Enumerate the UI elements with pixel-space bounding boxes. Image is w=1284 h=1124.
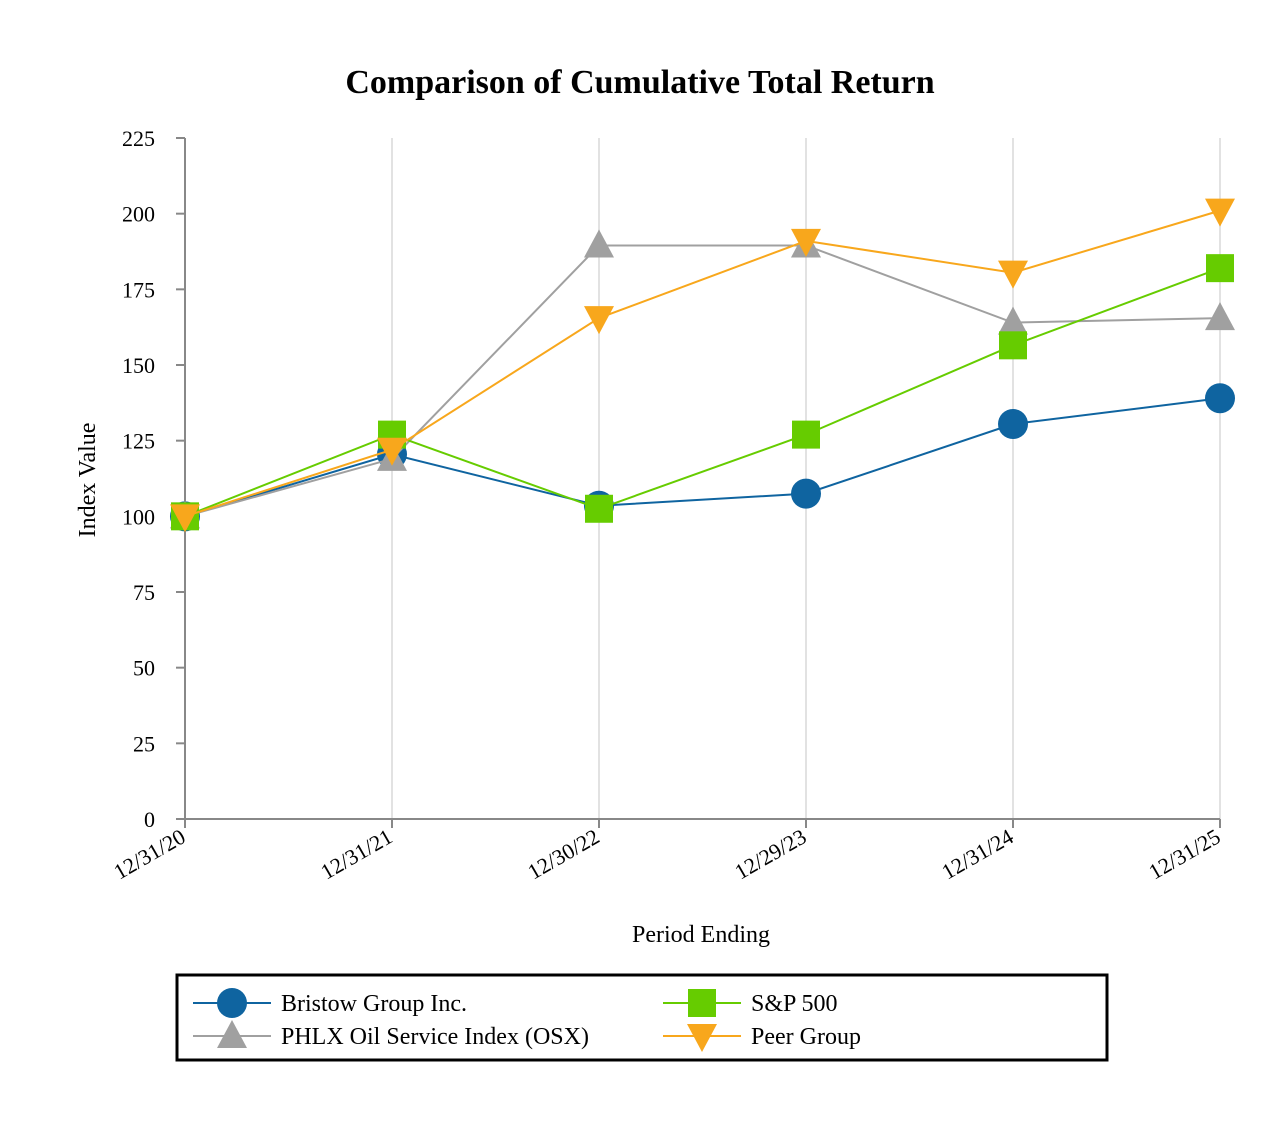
y-tick-label: 150 — [122, 353, 155, 378]
data-point — [998, 306, 1028, 335]
legend-marker — [688, 989, 716, 1017]
series-0 — [170, 383, 1235, 532]
series-group — [170, 198, 1235, 533]
data-point — [998, 260, 1028, 289]
series-3 — [170, 198, 1235, 533]
x-tick-label: 12/31/20 — [109, 824, 189, 885]
y-tick-label: 200 — [122, 202, 155, 227]
data-point — [1205, 302, 1235, 331]
y-tick-label: 175 — [122, 277, 155, 302]
series-line — [184, 244, 1221, 518]
data-point — [999, 331, 1027, 360]
legend-marker — [217, 988, 247, 1018]
y-tick-label: 25 — [133, 731, 155, 756]
legend-box — [175, 973, 1109, 1062]
x-tick-label: 12/31/21 — [316, 824, 396, 885]
y-tick-label: 75 — [133, 580, 155, 605]
axes — [184, 138, 1220, 820]
data-point — [792, 420, 820, 449]
legend-item: Peer Group — [663, 1024, 861, 1052]
y-axis-label: Index Value — [75, 423, 101, 538]
legend-marker — [687, 1024, 717, 1052]
chart-title: Comparison of Cumulative Total Return — [345, 64, 934, 101]
x-tick-label: 12/29/23 — [730, 824, 810, 885]
data-point — [1206, 254, 1234, 283]
y-axis-ticks: 0 25 50 75 100 125 150 175 200 225 — [122, 126, 185, 832]
y-tick-label: 100 — [122, 504, 155, 529]
legend-item: S&P 500 — [663, 989, 837, 1017]
x-axis-label: Period Ending — [632, 922, 770, 948]
x-tick-label: 12/31/24 — [937, 824, 1017, 885]
data-point — [791, 478, 821, 509]
data-point — [1205, 198, 1235, 227]
x-tick-label: 12/31/25 — [1144, 824, 1224, 885]
legend-item: Bristow Group Inc. — [193, 988, 467, 1018]
y-tick-label: 225 — [122, 126, 155, 151]
series-2 — [170, 229, 1235, 529]
y-tick-label: 125 — [122, 429, 155, 454]
legend-label: PHLX Oil Service Index (OSX) — [281, 1024, 589, 1050]
data-point — [585, 494, 613, 523]
series-line — [184, 209, 1221, 518]
data-point — [791, 228, 821, 257]
y-tick-label: 0 — [144, 807, 155, 832]
data-point — [377, 437, 407, 466]
series-line — [184, 397, 1221, 518]
data-point — [584, 229, 614, 258]
x-axis-ticks: 12/31/20 12/31/21 12/30/22 12/29/23 12/31/24… — [109, 819, 1225, 885]
data-point — [584, 306, 614, 335]
legend: Bristow Group Inc. S&P 500 PHLX Oil Servic… — [175, 973, 1109, 1062]
legend-item: PHLX Oil Service Index (OSX) — [193, 1020, 589, 1050]
series-line — [184, 267, 1221, 518]
x-tick-label: 12/30/22 — [523, 824, 603, 885]
data-point — [1205, 383, 1235, 414]
data-point — [998, 409, 1028, 440]
series-1 — [171, 254, 1234, 531]
data-point — [170, 504, 200, 533]
y-tick-label: 50 — [133, 656, 155, 681]
legend-label: Bristow Group Inc. — [281, 991, 467, 1017]
legend-label: S&P 500 — [751, 991, 837, 1017]
legend-marker — [217, 1020, 247, 1048]
legend-label: Peer Group — [751, 1024, 861, 1050]
